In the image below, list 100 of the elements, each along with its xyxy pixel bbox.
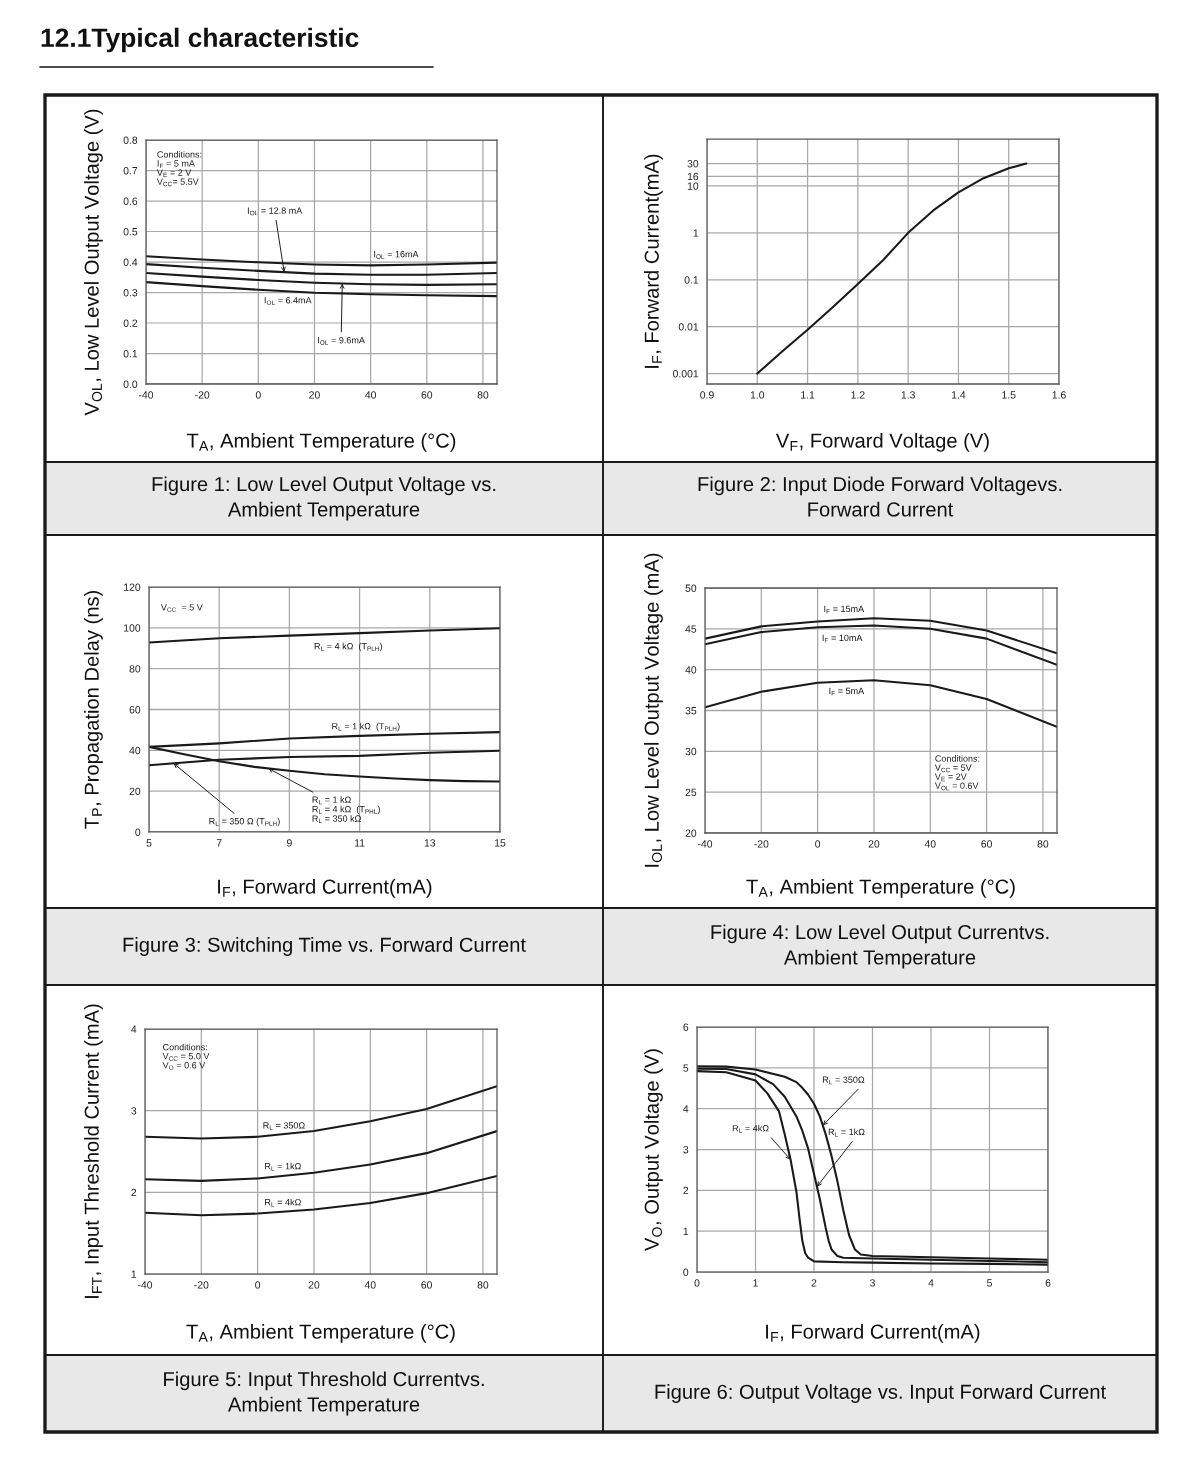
- x-tick-label: 15: [495, 839, 506, 847]
- y-tick-label: 0.1: [123, 350, 138, 358]
- y-tick-label: 0: [135, 828, 141, 836]
- y-tick-label: 3: [683, 1146, 689, 1154]
- x-tick-label: 5: [146, 839, 152, 847]
- x-tick-label: 60: [421, 391, 433, 399]
- series-label: R$_{L}$ = 4 kΩ (T$_{PLH}$): [314, 642, 382, 652]
- y-axis-title: I$_{F}$, Forward Current(mA): [644, 154, 663, 368]
- y-axis-title: T$_{P}$, Propagation Delay (ns): [84, 590, 103, 829]
- x-tick-label: 0: [815, 840, 821, 848]
- series-label: R$_{L}$ = 4kΩ: [265, 1198, 301, 1207]
- text: Figure 3: Switching Time vs. Forward Current: [123, 937, 526, 956]
- text: Figure 5: Input Threshold Currentvs. Ambient Temperature: [164, 1371, 484, 1416]
- x-tick-label: 6: [1045, 1279, 1051, 1287]
- x-tick-label: 40: [365, 391, 377, 399]
- text: Figure 6: Output Voltage vs. Input Forward Current: [655, 1384, 1106, 1403]
- x-tick-label: 1.5: [1002, 391, 1016, 399]
- y-tick-label: 30: [685, 747, 697, 756]
- y-tick-label: 10: [687, 182, 699, 190]
- x-tick-label: 3: [870, 1279, 875, 1287]
- y-tick-label: 120: [124, 583, 141, 591]
- x-tick-label: -40: [137, 1281, 153, 1289]
- x-tick-label: 20: [868, 840, 880, 848]
- x-tick-label: 0.9: [700, 391, 714, 399]
- x-tick-label: 60: [981, 840, 992, 848]
- y-tick-label: 16: [687, 172, 699, 181]
- x-tick-label: 80: [477, 391, 489, 399]
- y-tick-label: 0.01: [678, 323, 699, 331]
- series-label: R$_{L}$ = 350Ω: [263, 1122, 305, 1130]
- x-tick-label: 0: [255, 391, 261, 399]
- y-tick-label: 0.4: [123, 258, 138, 266]
- x-tick-label: 1.3: [901, 391, 915, 399]
- y-tick-label: 40: [129, 746, 141, 755]
- annotation: V$_{CC}$ = 5 V: [160, 604, 203, 612]
- series-label: I$_{F}$ = 5mA: [829, 687, 865, 696]
- y-tick-label: 4: [683, 1105, 689, 1113]
- y-tick-label: 35: [685, 707, 697, 715]
- x-tick-label: -40: [697, 840, 713, 848]
- y-tick-label: 1: [693, 229, 699, 237]
- x-tick-label: 1.4: [951, 391, 966, 399]
- text: R$_{L}$ = 350Ω: [822, 1076, 865, 1085]
- x-tick-label: 7: [216, 839, 222, 847]
- x-tick-label: 80: [1037, 840, 1049, 848]
- series-label: R$_{L}$ = 1 kΩ (T$_{PLH}$): [332, 722, 400, 732]
- x-tick-label: 20: [309, 391, 320, 399]
- y-tick-label: 2: [683, 1186, 689, 1195]
- y-axis-title: V$_{O}$, Output Voltage (V): [644, 1049, 663, 1252]
- text: I$_{OL}$ = 12.8 mA: [247, 207, 303, 216]
- y-tick-label: 40: [685, 666, 697, 674]
- y-tick-label: 0.0: [123, 380, 138, 388]
- text: Conditions: I$_{F}$ = 5 mA V$_{E}$ = 2 V V$_{CC}$= 5.5V: [156, 150, 202, 187]
- x-tick-label: 5: [987, 1279, 992, 1287]
- y-tick-label: 30: [687, 160, 699, 168]
- y-tick-label: 45: [685, 625, 697, 633]
- y-tick-label: 0.001: [673, 370, 699, 378]
- x-tick-label: 1.2: [851, 391, 865, 399]
- series-label: R$_{L}$ = 4kΩ: [732, 1124, 769, 1133]
- series-label: I$_{F}$ = 15mA: [824, 605, 865, 614]
- text: Figure 1: Low Level Output Voltage vs. Ambient Temperature: [152, 476, 496, 521]
- x-tick-label: 1: [753, 1279, 758, 1287]
- x-tick-label: 1.1: [801, 391, 815, 399]
- x-tick-label: 2: [811, 1279, 817, 1287]
- y-tick-label: 100: [124, 624, 141, 632]
- x-axis-title: T$_{A}$, Ambient Temperature (°C): [186, 1324, 455, 1343]
- x-tick-label: 9: [286, 839, 292, 847]
- text: R$_{L}$ = 1 kΩ R$_{L}$ = 4 kΩ (T$_{PHL}$) R$_{L}$ = 350 kΩ: [312, 796, 380, 824]
- y-tick-label: 0.5: [123, 228, 138, 236]
- y-tick-label: 0.6: [123, 197, 138, 205]
- x-tick-label: -20: [194, 1281, 209, 1289]
- text: I$_{OL}$ = 9.6mA: [318, 337, 365, 345]
- x-tick-label: 1.0: [750, 391, 765, 399]
- x-axis-title: I$_{F}$, Forward Current(mA): [766, 1324, 980, 1343]
- text: R$_{L}$ = 350 Ω (T$_{PLH}$): [209, 817, 280, 827]
- y-tick-label: 0.2: [123, 319, 138, 327]
- y-tick-label: 60: [129, 706, 141, 714]
- text: Figure 4: Low Level Output Currentvs. Ambient Temperature: [711, 924, 1049, 969]
- x-tick-label: 60: [421, 1281, 432, 1289]
- x-tick-label: -20: [195, 391, 210, 399]
- x-tick-label: 11: [354, 839, 365, 847]
- y-axis-title: I$_{OL}$, Low Level Output Voltage (mA): [644, 553, 663, 867]
- text: Conditions: V$_{CC}$ = 5.0 V V$_{O}$ = 0.6 V: [162, 1043, 210, 1070]
- y-tick-label: 1: [683, 1227, 689, 1235]
- y-tick-label: 5: [683, 1064, 689, 1072]
- x-tick-label: 40: [364, 1281, 376, 1289]
- x-axis-title: T$_{A}$, Ambient Temperature (°C): [186, 433, 456, 452]
- text: 12.1Typical characteristic: [41, 27, 359, 53]
- y-tick-label: 2: [131, 1188, 137, 1197]
- x-tick-label: 1.6: [1052, 391, 1066, 399]
- x-tick-label: 40: [924, 840, 936, 848]
- y-axis-title: V$_{OL}$, Low Level Output Voltage (V): [84, 109, 103, 416]
- x-tick-label: 20: [308, 1281, 320, 1289]
- y-tick-label: 1: [131, 1270, 137, 1278]
- x-tick-label: 80: [477, 1281, 489, 1289]
- x-tick-label: -20: [754, 840, 769, 848]
- y-tick-label: 6: [683, 1023, 689, 1031]
- series-label: I$_{OL}$ = 16mA: [374, 251, 419, 259]
- y-tick-label: 50: [685, 584, 697, 592]
- x-axis-title: I$_{F}$, Forward Current(mA): [218, 879, 432, 898]
- text: Figure 2: Input Diode Forward Voltagevs. Forward Current: [698, 476, 1062, 517]
- y-tick-label: 0: [683, 1268, 689, 1276]
